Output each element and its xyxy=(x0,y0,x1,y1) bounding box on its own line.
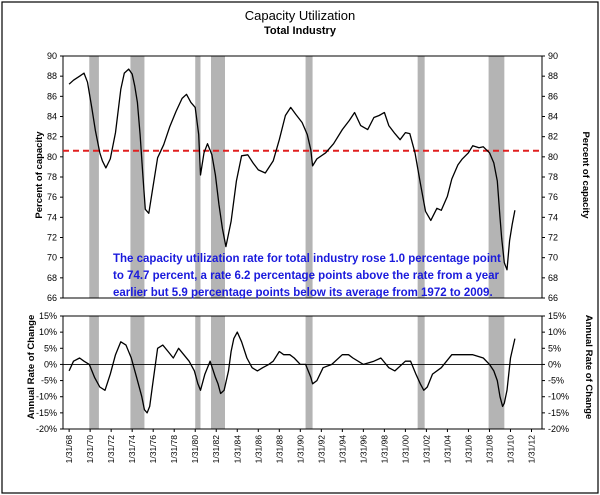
recession-bar-bottom xyxy=(417,316,425,429)
x-tick-label: 1/31/12 xyxy=(526,435,536,464)
x-tick-label: 1/31/72 xyxy=(106,435,116,464)
annotation-line: The capacity utilization rate for total … xyxy=(113,253,501,265)
bottom-y-tick-label-right: -15% xyxy=(548,408,569,418)
x-tick-label: 1/31/08 xyxy=(484,435,494,464)
bottom-y-tick-label-left: 0% xyxy=(44,359,57,369)
top-y-tick-label-left: 70 xyxy=(47,253,57,263)
bottom-y-axis-label-left: Annual Rate of Change xyxy=(26,315,37,420)
top-y-tick-label-left: 68 xyxy=(47,273,57,283)
annotation-text: The capacity utilization rate for total … xyxy=(113,253,501,299)
top-y-tick-label-right: 66 xyxy=(548,293,558,303)
bottom-y-tick-label-left: -20% xyxy=(36,424,57,434)
x-tick-label: 1/31/78 xyxy=(169,435,179,464)
top-y-tick-label-left: 84 xyxy=(47,112,57,122)
bottom-y-tick-label-right: 0% xyxy=(548,359,561,369)
bottom-y-tick-label-left: -5% xyxy=(41,376,57,386)
top-y-tick-label-right: 88 xyxy=(548,71,558,81)
x-tick-label: 1/31/68 xyxy=(64,435,74,464)
bottom-plot-border xyxy=(62,315,543,430)
recession-bar-bottom xyxy=(210,316,226,429)
top-y-tick-label-left: 76 xyxy=(47,192,57,202)
top-y-axis-label-left: Percent of capacity xyxy=(34,131,45,219)
annotation-line: earlier but 5.9 percentage points below … xyxy=(113,287,493,299)
bottom-y-tick-label-left: 10% xyxy=(39,327,57,337)
x-tick-label: 1/31/92 xyxy=(316,435,326,464)
x-tick-label: 1/31/06 xyxy=(463,435,473,464)
bottom-y-tick-label-right: -5% xyxy=(548,376,564,386)
top-y-tick-label-right: 74 xyxy=(548,212,558,222)
bottom-y-tick-label-right: -20% xyxy=(548,424,569,434)
top-y-tick-label-right: 84 xyxy=(548,112,558,122)
x-tick-label: 1/31/88 xyxy=(274,435,284,464)
chart-subtitle: Total Industry xyxy=(264,25,337,37)
top-y-tick-label-right: 78 xyxy=(548,172,558,182)
bottom-y-tick-label-right: 10% xyxy=(548,327,566,337)
top-y-tick-label-left: 88 xyxy=(47,71,57,81)
bottom-y-tick-label-right: 5% xyxy=(548,343,561,353)
bottom-plot: -20% -20% -15% -15% -10% -10% -5% -5% 0% 0% 5% 5% 10… xyxy=(36,311,569,463)
bottom-y-axis-label-right: Annual Rate of Change xyxy=(583,315,594,420)
bottom-y-tick-label-right: 15% xyxy=(548,311,566,321)
top-y-tick-label-right: 82 xyxy=(548,132,558,142)
top-y-tick-label-left: 78 xyxy=(47,172,57,182)
top-y-tick-label-right: 90 xyxy=(548,51,558,61)
recession-bar-top xyxy=(210,56,226,298)
x-tick-label: 1/31/82 xyxy=(211,435,221,464)
bottom-y-tick-label-right: -10% xyxy=(548,392,569,402)
x-tick-label: 1/31/04 xyxy=(442,435,452,464)
top-y-axis-label-right: Percent of capacity xyxy=(580,131,591,219)
recession-bar-top xyxy=(305,56,313,298)
x-tick-label: 1/31/84 xyxy=(232,435,242,464)
capacity-utilization-line xyxy=(68,68,516,271)
recession-bar-top xyxy=(195,56,201,298)
top-y-tick-label-left: 72 xyxy=(47,233,57,243)
top-y-tick-label-left: 66 xyxy=(47,293,57,303)
x-tick-label: 1/31/70 xyxy=(85,435,95,464)
bottom-y-tick-label-left: 15% xyxy=(39,311,57,321)
bottom-y-tick-label-left: -15% xyxy=(36,408,57,418)
chart-title: Capacity Utilization xyxy=(245,8,356,23)
recession-bar-top xyxy=(417,56,425,298)
x-tick-label: 1/31/76 xyxy=(148,435,158,464)
top-y-tick-label-left: 86 xyxy=(47,91,57,101)
top-y-tick-label-right: 76 xyxy=(548,192,558,202)
top-y-tick-label-left: 80 xyxy=(47,152,57,162)
top-y-tick-label-left: 90 xyxy=(47,51,57,61)
x-tick-label: 1/31/80 xyxy=(190,435,200,464)
x-tick-label: 1/31/94 xyxy=(337,435,347,464)
top-y-tick-label-right: 80 xyxy=(548,152,558,162)
x-tick-label: 1/31/90 xyxy=(295,435,305,464)
top-plot: 66 66 68 68 70 70 72 72 74 74 76 76 78 78 80 80 82 82 84 84… xyxy=(47,51,558,303)
x-tick-label: 1/31/74 xyxy=(127,435,137,464)
bottom-y-tick-label-left: 5% xyxy=(44,343,57,353)
x-tick-label: 1/31/98 xyxy=(379,435,389,464)
recession-bar-top xyxy=(89,56,99,298)
annual-rate-of-change-line xyxy=(68,331,516,414)
top-y-tick-label-right: 72 xyxy=(548,233,558,243)
top-y-tick-label-right: 70 xyxy=(548,253,558,263)
top-y-tick-label-right: 68 xyxy=(548,273,558,283)
bottom-y-tick-label-left: -10% xyxy=(36,392,57,402)
annotation-line: to 74.7 percent, a rate 6.2 percentage p… xyxy=(113,270,500,282)
recession-bar-bottom xyxy=(488,316,505,429)
top-y-tick-label-left: 82 xyxy=(47,132,57,142)
top-y-tick-label-left: 74 xyxy=(47,212,57,222)
x-tick-label: 1/31/86 xyxy=(253,435,263,464)
x-tick-label: 1/31/10 xyxy=(505,435,515,464)
recession-bar-bottom xyxy=(89,316,99,429)
top-y-tick-label-right: 86 xyxy=(548,91,558,101)
x-tick-label: 1/31/96 xyxy=(358,435,368,464)
recession-bar-bottom xyxy=(195,316,201,429)
recession-bar-bottom xyxy=(130,316,145,429)
x-tick-label: 1/31/02 xyxy=(421,435,431,464)
recession-bar-top xyxy=(130,56,145,298)
x-tick-label: 1/31/00 xyxy=(400,435,410,464)
